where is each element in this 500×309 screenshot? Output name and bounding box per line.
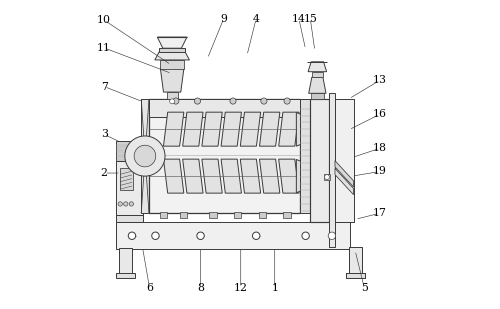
Bar [335,99,353,222]
Bar [118,248,132,275]
Polygon shape [240,112,260,146]
Polygon shape [182,159,203,193]
Polygon shape [240,159,260,193]
Bar [149,99,300,213]
Text: 2: 2 [100,168,107,178]
Polygon shape [158,37,187,48]
Bar [349,248,362,275]
Bar [300,99,310,213]
Circle shape [118,202,122,206]
Circle shape [328,232,336,239]
Bar [116,215,143,222]
Circle shape [284,98,290,104]
Text: 8: 8 [197,283,204,293]
Polygon shape [221,112,242,146]
Bar [116,141,140,161]
Polygon shape [202,112,222,146]
Bar [346,273,365,278]
Circle shape [152,232,159,239]
Circle shape [128,232,136,239]
Polygon shape [160,69,184,92]
Bar [346,273,365,278]
Bar [284,212,291,218]
Polygon shape [308,62,326,72]
Circle shape [261,98,267,104]
Text: 6: 6 [146,283,153,293]
Text: 17: 17 [373,208,386,218]
Polygon shape [164,112,184,146]
Polygon shape [335,161,353,187]
Bar [159,48,185,52]
Bar [116,222,350,249]
Bar [209,212,216,218]
Text: 15: 15 [304,14,317,23]
Text: 1: 1 [271,283,278,293]
Circle shape [170,99,174,104]
Polygon shape [260,112,280,146]
Polygon shape [278,159,299,193]
Polygon shape [296,112,310,146]
Bar [160,212,167,218]
Polygon shape [335,168,353,195]
Bar [116,273,134,278]
Text: 5: 5 [361,283,368,293]
Polygon shape [155,52,190,60]
Bar [258,212,266,218]
Circle shape [197,232,204,239]
Text: 12: 12 [234,283,247,293]
Circle shape [134,145,156,167]
Bar [149,99,300,117]
Polygon shape [164,159,184,193]
Text: 19: 19 [373,167,386,176]
Text: 16: 16 [373,109,387,119]
Text: 7: 7 [100,82,107,91]
Text: 18: 18 [373,143,387,153]
Circle shape [124,202,128,206]
Circle shape [230,98,236,104]
Text: 14: 14 [292,14,306,23]
Circle shape [194,98,200,104]
Bar [120,168,132,190]
Bar [141,99,149,213]
Circle shape [129,202,134,206]
Polygon shape [260,159,280,193]
Circle shape [302,232,310,239]
Bar [166,92,177,99]
Text: 9: 9 [220,14,227,23]
Circle shape [125,136,165,176]
Bar [312,72,323,77]
Text: 13: 13 [373,75,387,85]
Polygon shape [202,159,222,193]
Bar [349,247,362,275]
Bar [160,60,184,69]
Text: 3: 3 [100,129,107,139]
Text: 10: 10 [97,15,111,25]
Polygon shape [296,159,310,193]
Bar [329,93,335,247]
Bar [180,212,188,218]
Polygon shape [221,159,242,193]
Circle shape [252,232,260,239]
Polygon shape [308,77,326,93]
Bar [310,93,324,99]
Text: 4: 4 [252,14,260,23]
Polygon shape [182,112,203,146]
Ellipse shape [307,115,314,143]
Bar [116,161,143,215]
Circle shape [173,98,179,104]
Ellipse shape [307,162,314,190]
Circle shape [324,175,330,180]
Bar [324,174,330,180]
Bar [234,212,241,218]
Polygon shape [278,112,299,146]
Bar [310,99,329,222]
Text: 11: 11 [97,43,111,53]
